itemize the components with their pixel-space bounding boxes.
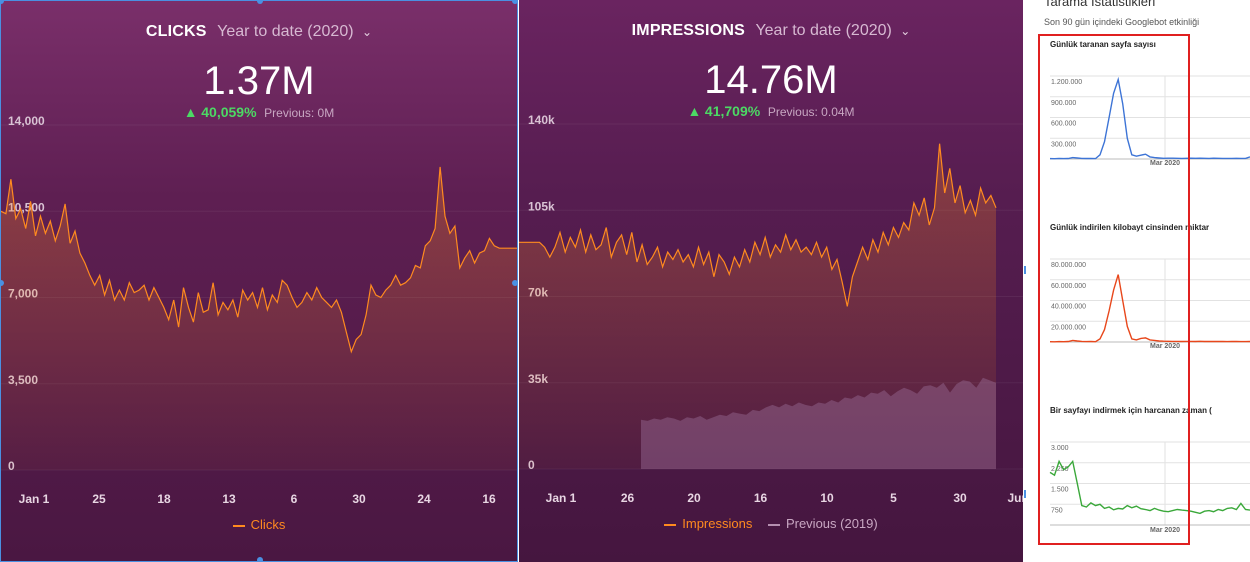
impressions-metric-title: IMPRESSIONS bbox=[631, 22, 745, 39]
legend-item-impressions[interactable]: Impressions bbox=[664, 516, 756, 531]
series-area-clicks bbox=[1, 166, 517, 470]
x-tick-label: 16 bbox=[482, 492, 496, 506]
x-tick-label: 30 bbox=[352, 492, 366, 506]
legend-swatch-previous bbox=[767, 523, 780, 526]
impressions-legend: Impressions Previous (2019) bbox=[519, 516, 1023, 531]
chevron-down-icon[interactable]: ⌄ bbox=[362, 25, 373, 39]
legend-item-clicks[interactable]: Clicks bbox=[232, 517, 286, 532]
series-line-clicks bbox=[1, 166, 517, 354]
y-tick-label: 14,000 bbox=[8, 114, 45, 128]
crawl-series-line-2 bbox=[1049, 274, 1250, 343]
resize-handle-right[interactable] bbox=[512, 280, 517, 286]
clicks-range-select[interactable]: Year to date (2020) bbox=[217, 23, 354, 40]
resize-handle-top-left[interactable] bbox=[1, 1, 4, 4]
crawl-series-line-1 bbox=[1049, 76, 1250, 160]
x-tick-label: Jan 1 bbox=[546, 491, 577, 505]
y-tick-label: 10,500 bbox=[8, 200, 45, 214]
resize-handle-left[interactable] bbox=[1, 280, 4, 286]
x-tick-label: 18 bbox=[157, 492, 171, 506]
impressions-header: IMPRESSIONS Year to date (2020) ⌄ bbox=[519, 22, 1023, 40]
x-tick-label: 6 bbox=[291, 492, 298, 506]
y-tick-label: 750 bbox=[1051, 507, 1063, 514]
up-arrow-icon: ▲ bbox=[687, 103, 702, 119]
resize-handle-top-right[interactable] bbox=[512, 1, 517, 4]
x-tick-label: 20 bbox=[687, 491, 701, 505]
legend-item-previous[interactable]: Previous (2019) bbox=[767, 516, 878, 531]
crawl-stats-subtitle: Son 90 gün içindeki Googlebot etkinliği bbox=[1044, 17, 1200, 27]
chevron-down-icon[interactable]: ⌄ bbox=[900, 24, 911, 38]
impressions-delta: ▲ 41,709% Previous: 0.04M bbox=[519, 103, 1023, 119]
x-tick-label: 30 bbox=[953, 491, 967, 505]
crawl-series-line-3 bbox=[1049, 459, 1250, 515]
clicks-metric-title: CLICKS bbox=[145, 23, 207, 40]
x-tick-label: 10 bbox=[820, 491, 834, 505]
y-tick-label: 40.000.000 bbox=[1051, 304, 1086, 311]
crawl-chart1-title: Günlük taranan sayfa sayısı bbox=[1050, 40, 1156, 49]
y-tick-label: 300.000 bbox=[1051, 141, 1076, 148]
panel-edge-marker bbox=[1024, 266, 1027, 274]
legend-label-previous: Previous (2019) bbox=[785, 516, 878, 531]
panel-edge-marker bbox=[1024, 490, 1027, 498]
y-tick-label: 900.000 bbox=[1051, 100, 1076, 107]
impressions-previous: Previous: 0.04M bbox=[767, 105, 855, 119]
impressions-delta-pct: 41,709% bbox=[704, 103, 761, 119]
x-tick-label: 13 bbox=[222, 492, 236, 506]
legend-label-impressions: Impressions bbox=[682, 516, 753, 531]
series-area-impressions bbox=[519, 143, 996, 469]
series-area-previous-2019 bbox=[641, 377, 996, 469]
highlight-box bbox=[1038, 34, 1190, 545]
x-tick-label: Mar 2020 bbox=[1150, 160, 1180, 167]
clicks-header: CLICKS Year to date (2020) ⌄ bbox=[1, 23, 517, 41]
crawl-charts: 300.000 600.000 900.000 1.200.000 Mar 2020 20… bbox=[1049, 75, 1250, 534]
clicks-total: 1.37M bbox=[203, 59, 315, 103]
legend-swatch-clicks bbox=[232, 524, 245, 527]
x-tick-label: Jan 1 bbox=[19, 492, 50, 506]
series-line-impressions bbox=[519, 143, 997, 307]
x-tick-label: Mar 2020 bbox=[1150, 527, 1180, 534]
legend-swatch-impressions bbox=[664, 523, 677, 526]
x-tick-label: 24 bbox=[417, 492, 431, 506]
y-tick-label: 60.000.000 bbox=[1051, 283, 1086, 290]
impressions-total: 14.76M bbox=[704, 58, 838, 102]
y-tick-label: 3.000 bbox=[1051, 445, 1069, 452]
impressions-widget[interactable]: 035k70k105k140kJan 126201610530Jun 19 IM… bbox=[519, 0, 1023, 562]
legend-label-clicks: Clicks bbox=[250, 517, 286, 532]
x-tick-label: Mar 2020 bbox=[1150, 343, 1180, 350]
y-tick-label: 1.500 bbox=[1051, 487, 1069, 494]
x-tick-label: 5 bbox=[890, 491, 897, 505]
y-tick-label: 80.000.000 bbox=[1051, 262, 1086, 269]
x-tick-label: 16 bbox=[754, 491, 768, 505]
y-tick-label: 20.000.000 bbox=[1051, 324, 1086, 331]
y-tick-label: 105k bbox=[528, 199, 555, 213]
resize-handle-bottom[interactable] bbox=[257, 557, 263, 561]
crawl-stats-screenshot: Tarama İstatistikleri Son 90 gün içindek… bbox=[1026, 0, 1250, 562]
clicks-delta-pct: 40,059% bbox=[201, 104, 257, 120]
clicks-previous: Previous: 0M bbox=[264, 106, 335, 120]
up-arrow-icon: ▲ bbox=[183, 104, 198, 120]
clicks-delta: ▲ 40,059% Previous: 0M bbox=[1, 104, 517, 120]
clicks-legend: Clicks bbox=[1, 517, 517, 532]
y-tick-label: 600.000 bbox=[1051, 121, 1076, 128]
y-tick-label: 1.200.000 bbox=[1051, 79, 1082, 86]
crawl-chart2-title: Günlük indirilen kilobayt cinsinden mikt… bbox=[1050, 223, 1210, 232]
x-tick-label: Jun 19 bbox=[1007, 491, 1023, 505]
x-tick-label: 26 bbox=[621, 491, 635, 505]
y-tick-label: 140k bbox=[528, 113, 555, 127]
impressions-chart: 035k70k105k140kJan 126201610530Jun 19 bbox=[519, 113, 1023, 505]
crawl-stats-title: Tarama İstatistikleri bbox=[1044, 0, 1156, 9]
x-tick-label: 25 bbox=[92, 492, 106, 506]
resize-handle-top[interactable] bbox=[257, 1, 263, 4]
impressions-range-select[interactable]: Year to date (2020) bbox=[755, 22, 892, 39]
crawl-chart3-title: Bir sayfayı indirmek için harcanan zaman… bbox=[1050, 406, 1212, 415]
y-tick-label: 2.250 bbox=[1051, 466, 1069, 473]
